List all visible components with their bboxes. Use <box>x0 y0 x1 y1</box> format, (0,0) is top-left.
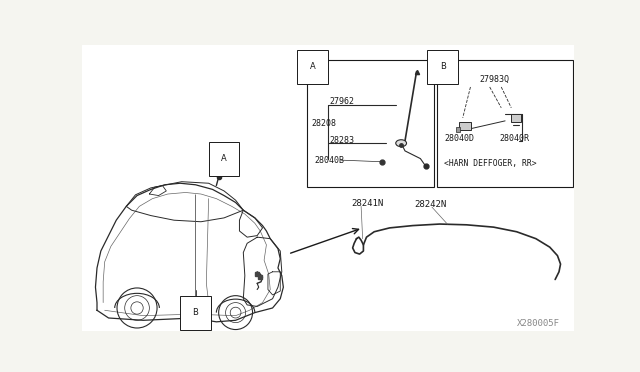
Text: B: B <box>193 308 198 317</box>
Bar <box>307 60 435 187</box>
Bar <box>437 60 573 187</box>
Text: A: A <box>221 154 227 163</box>
Text: 28040R: 28040R <box>500 134 530 143</box>
Text: 28040D: 28040D <box>444 134 474 143</box>
Text: X280005F: X280005F <box>516 319 559 328</box>
Text: A: A <box>310 62 316 71</box>
Text: <HARN DEFFOGER, RR>: <HARN DEFFOGER, RR> <box>444 160 536 169</box>
Text: 27983Q: 27983Q <box>480 75 509 84</box>
Text: 28208: 28208 <box>311 119 336 128</box>
Ellipse shape <box>396 140 406 147</box>
Text: 28040B: 28040B <box>315 155 345 165</box>
Text: 28242N: 28242N <box>414 199 447 209</box>
Bar <box>456 127 460 132</box>
Text: 28283: 28283 <box>330 136 355 145</box>
Bar <box>459 122 471 130</box>
Bar <box>511 114 520 122</box>
Text: B: B <box>440 62 445 71</box>
Text: 28241N: 28241N <box>351 199 383 208</box>
Text: 27962: 27962 <box>330 97 355 106</box>
